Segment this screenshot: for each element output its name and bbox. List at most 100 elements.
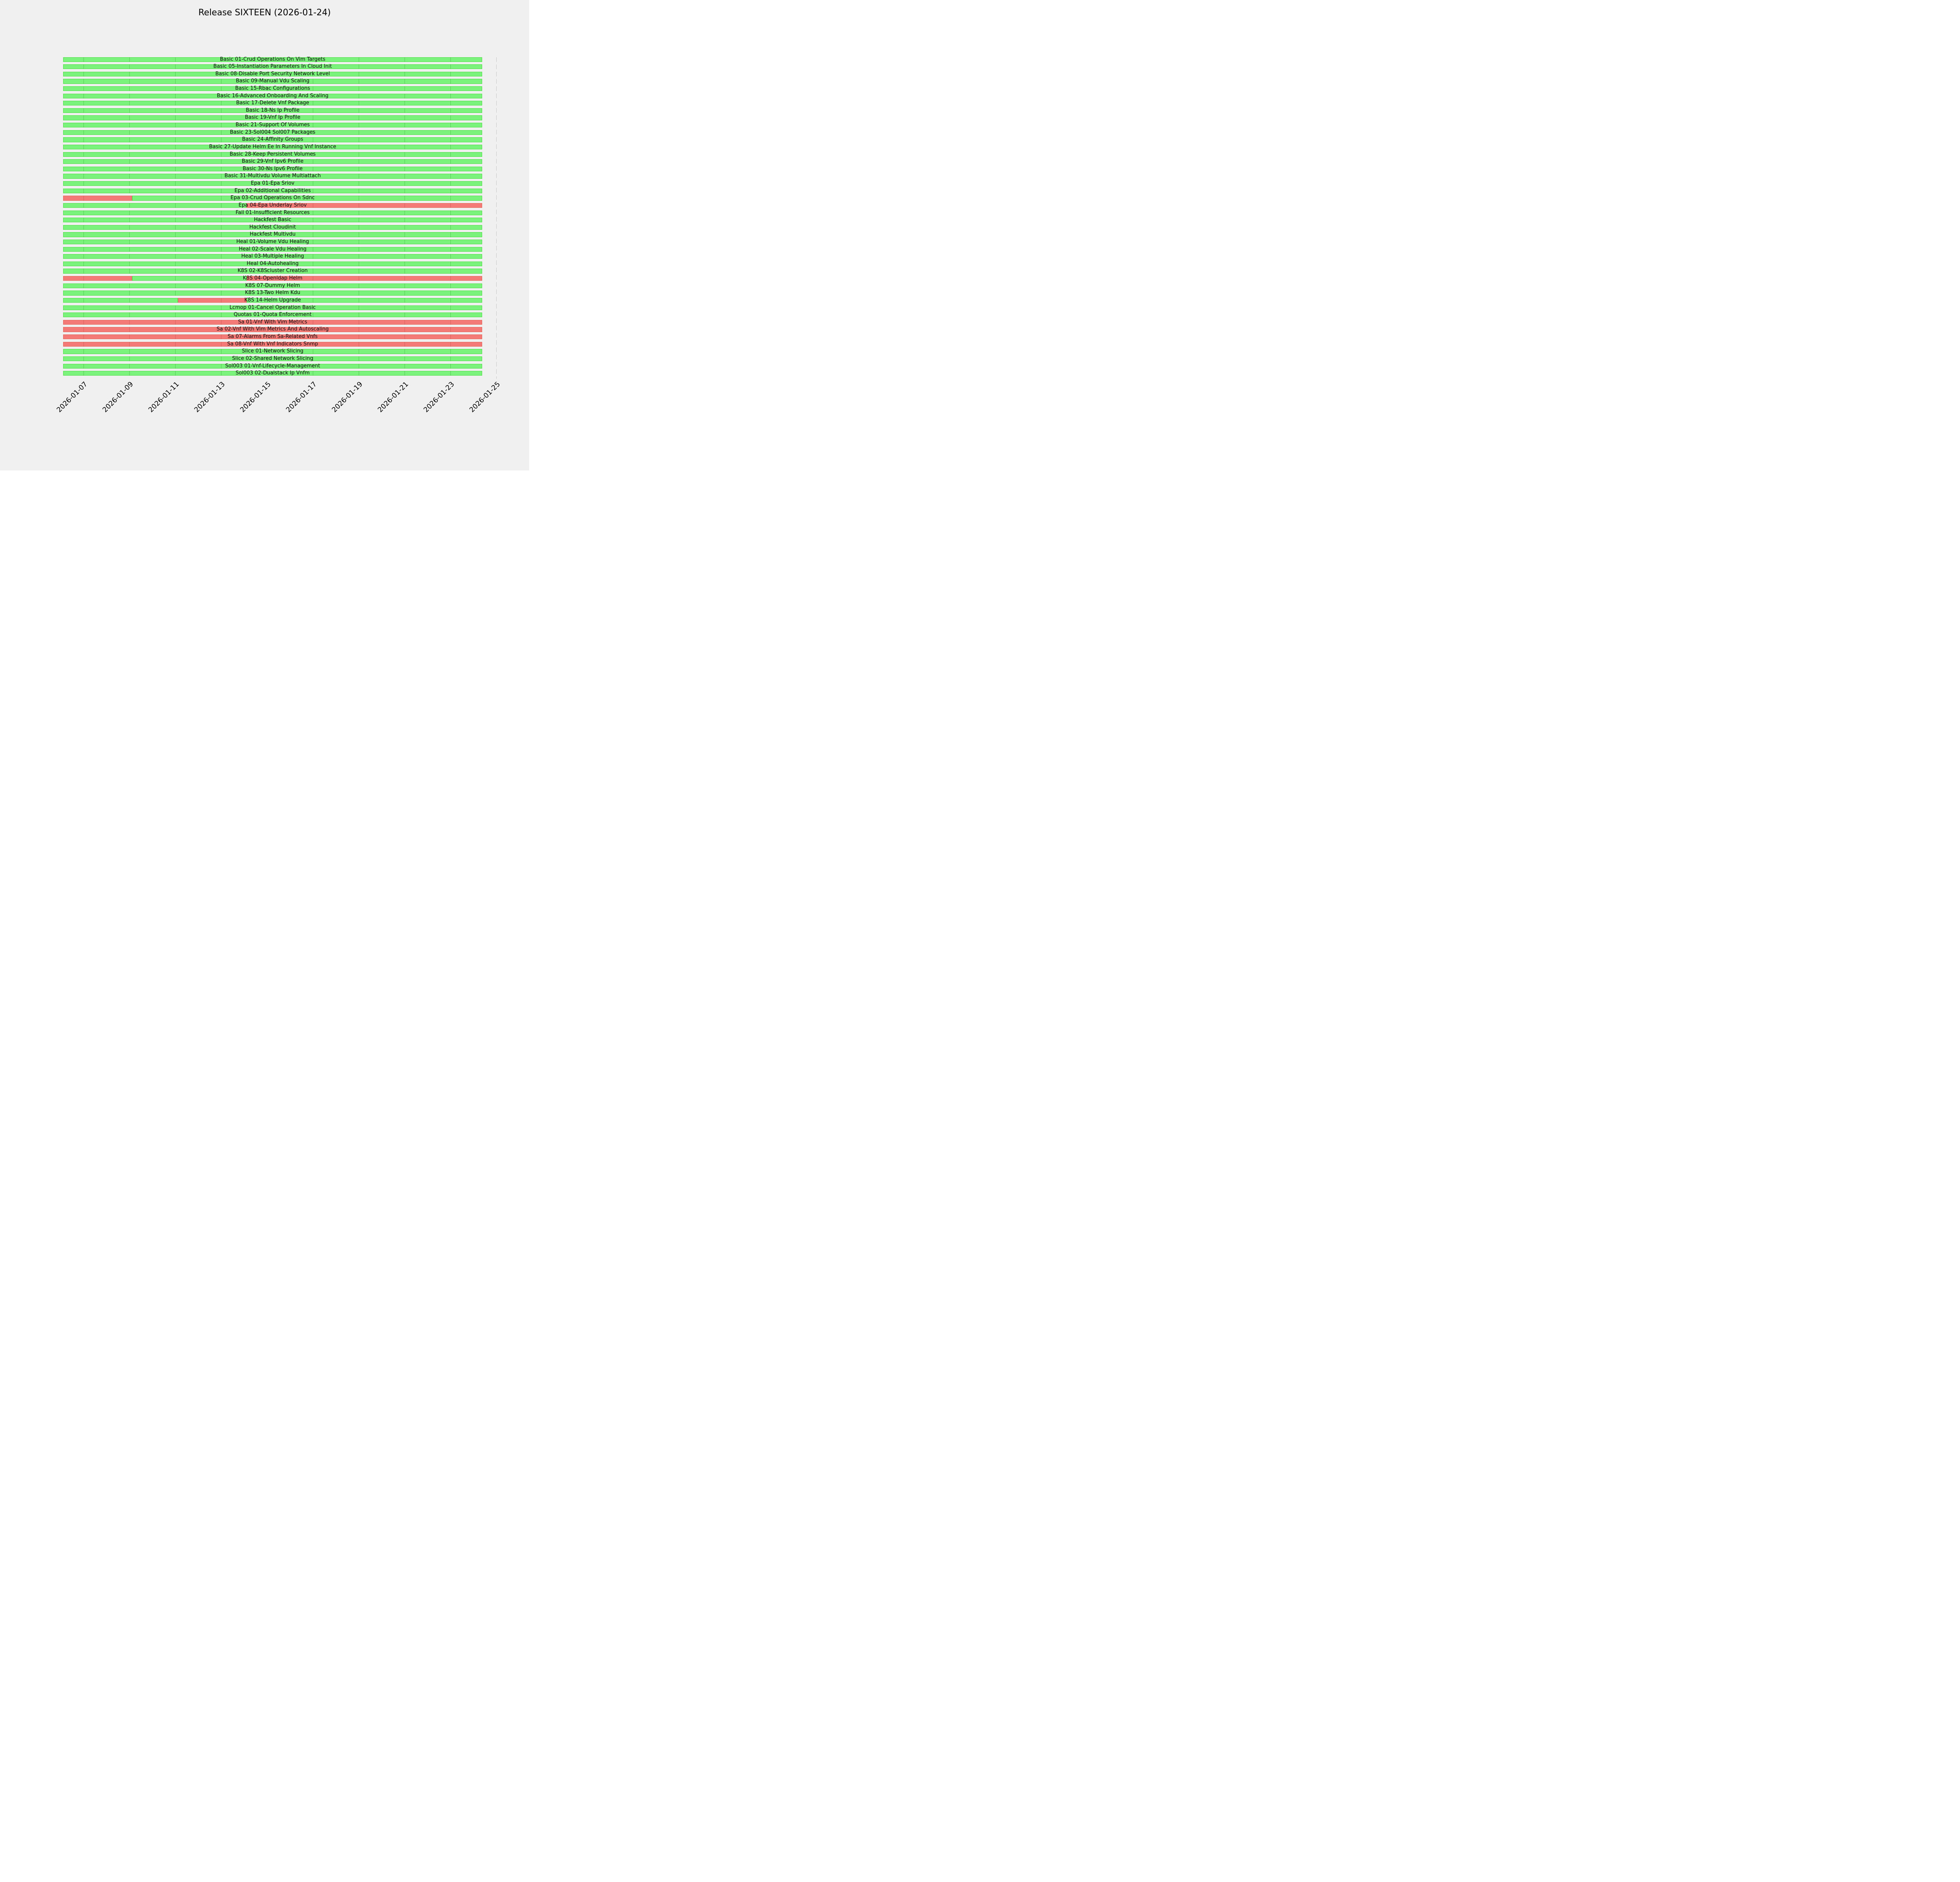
day-boundary-seam [83,181,84,186]
day-boundary-seam [83,298,84,303]
day-boundary-seam [450,356,451,362]
bar-segment-passed [247,298,482,303]
day-boundary-seam [175,57,176,62]
task-row: Heal 03-Multiple Healing [63,254,482,259]
task-row: Sa 08-Vnf With Vnf Indicators Snmp [63,342,482,347]
bar-segment-passed [63,283,482,288]
bar-segment-passed [63,108,482,113]
day-boundary-seam [83,196,84,201]
day-boundary-seam [450,137,451,142]
day-boundary-seam [129,64,130,69]
day-boundary-seam [450,254,451,259]
day-boundary-seam [175,79,176,84]
day-boundary-seam [175,334,176,340]
task-row: Fail 01-Insufficient Resources [63,210,482,215]
day-boundary-seam [83,174,84,179]
day-boundary-seam [83,269,84,274]
bar-segment-passed [63,356,482,362]
bar-segment-passed [132,276,247,281]
day-boundary-seam [129,269,130,274]
day-boundary-seam [450,101,451,106]
day-boundary-seam [450,71,451,76]
task-row: Epa 04-Epa Underlay Sriov [63,203,482,208]
day-boundary-seam [83,108,84,113]
task-row: Epa 01-Epa Sriov [63,181,482,186]
day-boundary-seam [83,86,84,91]
day-boundary-seam [83,123,84,128]
day-boundary-seam [129,123,130,128]
day-boundary-seam [83,276,84,281]
release-test-report-figure: Release SIXTEEN (2026-01-24) Basic 01-Cr… [0,0,529,470]
bar-segment-passed [63,181,482,186]
day-boundary-seam [175,276,176,281]
day-boundary-seam [175,371,176,376]
day-boundary-seam [175,144,176,150]
day-boundary-seam [450,174,451,179]
day-boundary-seam [175,261,176,267]
x-tick-label: 2026-01-21 [376,380,410,414]
bar-segment-passed [63,269,482,274]
x-tick-label: 2026-01-13 [192,380,227,414]
day-boundary-seam [83,356,84,362]
bar-segment-failed [63,196,132,201]
day-boundary-seam [175,86,176,91]
bar-segment-passed [63,174,482,179]
task-row: Basic 31-Multivdu Volume Multiattach [63,173,482,179]
day-boundary-seam [83,232,84,237]
bar-segment-passed [63,298,178,303]
bar-segment-passed [63,261,482,267]
day-boundary-seam [450,269,451,274]
bar-segment-failed [63,342,482,347]
day-boundary-seam [450,240,451,245]
day-boundary-seam [175,101,176,106]
day-boundary-seam [129,130,130,135]
task-row: Basic 30-Ns Ipv6 Profile [63,166,482,172]
x-tick-label: 2026-01-25 [468,380,502,414]
bar-segment-passed [63,115,482,120]
day-boundary-seam [450,166,451,172]
bar-segment-failed [247,276,482,281]
day-boundary-seam [83,115,84,120]
day-boundary-seam [175,188,176,193]
bar-segment-passed [63,247,482,252]
day-boundary-seam [83,159,84,164]
day-boundary-seam [175,152,176,157]
day-boundary-seam [83,188,84,193]
bar-segment-failed [63,320,482,325]
day-boundary-seam [450,312,451,318]
day-boundary-seam [175,342,176,347]
day-boundary-seam [450,225,451,230]
task-row: Sa 01-Vnf With Vim Metrics [63,320,482,325]
chart-title: Release SIXTEEN (2026-01-24) [198,8,331,18]
day-boundary-seam [129,225,130,230]
day-boundary-seam [83,64,84,69]
day-boundary-seam [450,342,451,347]
day-boundary-seam [450,188,451,193]
task-row: Sa 02-Vnf With Vim Metrics And Autoscali… [63,327,482,332]
x-tick-label: 2026-01-15 [238,380,273,414]
day-boundary-seam [129,166,130,172]
day-boundary-seam [450,196,451,201]
day-boundary-seam [450,159,451,164]
day-boundary-seam [450,130,451,135]
day-boundary-seam [83,305,84,310]
task-row: Heal 04-Autohealing [63,261,482,267]
day-boundary-seam [450,349,451,354]
day-boundary-seam [83,342,84,347]
day-boundary-seam [83,254,84,259]
task-row: K8S 04-Openldap Helm [63,276,482,281]
day-boundary-seam [83,144,84,150]
day-boundary-seam [450,64,451,69]
day-boundary-seam [129,363,130,369]
task-row: Basic 21-Support Of Volumes [63,122,482,128]
bar-segment-failed [63,327,482,332]
day-boundary-seam [129,181,130,186]
bar-segment-passed [63,101,482,106]
day-boundary-seam [175,203,176,208]
day-boundary-seam [83,327,84,332]
day-boundary-seam [175,181,176,186]
task-row: Heal 01-Volume Vdu Healing [63,239,482,245]
day-boundary-seam [129,342,130,347]
task-row: Basic 05-Instantiation Parameters In Clo… [63,64,482,69]
day-boundary-seam [83,291,84,296]
